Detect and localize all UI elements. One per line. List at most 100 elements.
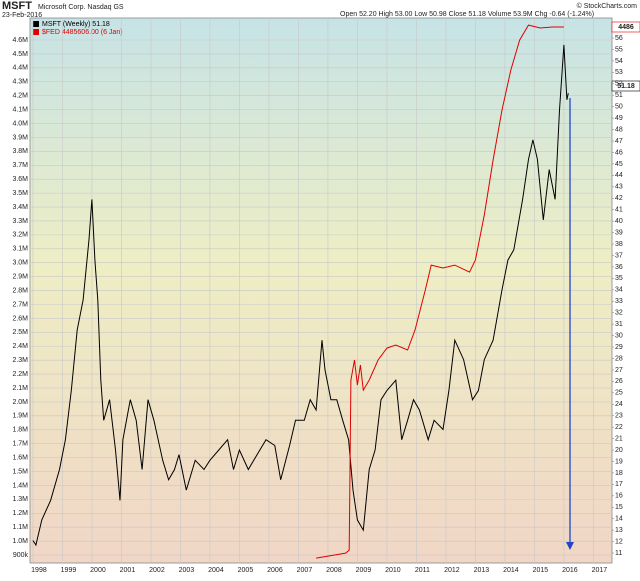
msft-last-label: 51.18 bbox=[617, 83, 635, 90]
y2-tick-label: 14 bbox=[615, 516, 623, 523]
source: © StockCharts.com bbox=[577, 2, 638, 10]
y-tick-label: 3.4M bbox=[12, 204, 28, 211]
y2-tick-label: 15 bbox=[615, 504, 623, 511]
x-tick-label: 2005 bbox=[238, 567, 254, 574]
y2-tick-label: 36 bbox=[615, 264, 623, 271]
y2-tick-label: 50 bbox=[615, 104, 623, 111]
y2-tick-label: 49 bbox=[615, 115, 623, 122]
y2-tick-label: 45 bbox=[615, 161, 623, 168]
y2-tick-label: 20 bbox=[615, 447, 623, 454]
y2-tick-label: 56 bbox=[615, 35, 623, 42]
y-tick-label: 1.4M bbox=[12, 482, 28, 489]
x-tick-label: 2012 bbox=[444, 567, 460, 574]
y-tick-label: 3.3M bbox=[12, 218, 28, 225]
x-tick-label: 2011 bbox=[415, 567, 430, 574]
y2-tick-label: 39 bbox=[615, 229, 623, 236]
y2-tick-label: 19 bbox=[615, 458, 623, 465]
plot: 900k 1.0M 1.1M 1.2M 1.3M 1.4M 1.5M 1.6M 1.7M 1.8M… bbox=[12, 18, 623, 574]
y-tick-label: 2.1M bbox=[12, 385, 28, 392]
y2-tick-label: 25 bbox=[615, 390, 623, 397]
fed-last-box bbox=[611, 21, 640, 33]
y2-tick-label: 18 bbox=[615, 470, 623, 477]
legend-swatch bbox=[33, 21, 39, 27]
y-tick-label: 1.3M bbox=[12, 496, 28, 503]
x-tick-label: 2004 bbox=[208, 567, 224, 574]
y2-tick-label: 38 bbox=[615, 241, 623, 248]
y-tick-label: 3.7M bbox=[12, 162, 28, 169]
y2-tick-label: 55 bbox=[615, 46, 623, 53]
y-tick-label: 2.3M bbox=[12, 357, 28, 364]
x-tick-label: 2013 bbox=[474, 567, 490, 574]
legend-label: MSFT (Weekly) 51.18 bbox=[42, 21, 110, 28]
fed-last-label: 4486 bbox=[618, 24, 634, 31]
y2-tick-label: 21 bbox=[615, 435, 623, 442]
y-tick-label: 1.6M bbox=[12, 454, 28, 461]
quote: Open 52.20 High 53.00 Low 50.98 Close 51… bbox=[340, 11, 594, 18]
y-tick-label: 2.7M bbox=[12, 301, 28, 308]
y2-tick-label: 37 bbox=[615, 252, 623, 259]
y-tick-label: 4.1M bbox=[12, 106, 28, 113]
y-tick-label: 3.0M bbox=[12, 260, 28, 267]
series-line bbox=[316, 24, 564, 559]
x-tick-label: 2002 bbox=[149, 567, 165, 574]
y2-tick-label: 28 bbox=[615, 355, 623, 362]
x-tick-label: 2000 bbox=[90, 567, 106, 574]
y2-tick-label: 32 bbox=[615, 310, 623, 317]
y-tick-label: 3.6M bbox=[12, 176, 28, 183]
y-tick-label: 3.5M bbox=[12, 190, 28, 197]
y-tick-label: 2.9M bbox=[12, 273, 28, 280]
y2-tick-label: 30 bbox=[615, 332, 623, 339]
y2-tick-label: 24 bbox=[615, 401, 623, 408]
y2-tick-label: 34 bbox=[615, 287, 623, 294]
y2-tick-label: 52 bbox=[615, 81, 623, 88]
x-tick-label: 2003 bbox=[179, 567, 195, 574]
y-tick-label: 1.0M bbox=[12, 538, 28, 545]
series-line bbox=[32, 44, 569, 547]
y-tick-label: 3.2M bbox=[12, 232, 28, 239]
y-tick-label: 3.1M bbox=[12, 246, 28, 253]
x-tick-label: 2009 bbox=[356, 567, 372, 574]
y2-tick-label: 29 bbox=[615, 344, 623, 351]
y-tick-label: 1.8M bbox=[12, 427, 28, 434]
y-tick-label: 3.9M bbox=[12, 134, 28, 141]
y-tick-label: 4.4M bbox=[12, 65, 28, 72]
x-tick-label: 2015 bbox=[533, 567, 549, 574]
y2-tick-label: 23 bbox=[615, 413, 623, 420]
y2-tick-label: 31 bbox=[615, 321, 623, 328]
x-tick-label: 2006 bbox=[267, 567, 283, 574]
y2-tick-label: 46 bbox=[615, 149, 623, 156]
x-tick-label: 1998 bbox=[31, 567, 47, 574]
y2-tick-label: 16 bbox=[615, 493, 623, 500]
y2-tick-label: 12 bbox=[615, 538, 623, 545]
y-tick-label: 2.0M bbox=[12, 399, 28, 406]
y2-tick-label: 33 bbox=[615, 298, 623, 305]
x-tick-label: 2014 bbox=[503, 567, 519, 574]
y2-tick-label: 53 bbox=[615, 69, 623, 76]
y-tick-label: 1.5M bbox=[12, 468, 28, 475]
y2-tick-label: 54 bbox=[615, 58, 623, 65]
x-tick-label: 1999 bbox=[61, 567, 77, 574]
y2-tick-label: 35 bbox=[615, 275, 623, 282]
y-tick-label: 4.0M bbox=[12, 120, 28, 127]
y2-tick-label: 17 bbox=[615, 481, 623, 488]
y2-tick-label: 43 bbox=[615, 184, 623, 191]
y-tick-label: 2.2M bbox=[12, 371, 28, 378]
arrow-head bbox=[566, 542, 574, 550]
y-tick-label: 4.3M bbox=[12, 79, 28, 86]
y-tick-label: 4.5M bbox=[12, 51, 28, 58]
symbol: MSFT bbox=[2, 0, 32, 12]
y2-tick-label: 48 bbox=[615, 126, 623, 133]
y2-tick-label: 27 bbox=[615, 367, 623, 374]
y2-tick-label: 51 bbox=[615, 92, 623, 99]
msft-last-box bbox=[611, 80, 640, 92]
y2-tick-label: 26 bbox=[615, 378, 623, 385]
y-tick-label: 4.2M bbox=[12, 93, 28, 100]
y-tick-label: 1.2M bbox=[12, 510, 28, 517]
y-tick-label: 2.8M bbox=[12, 287, 28, 294]
legend-label: $FED 4485606.00 (6 Jan) bbox=[42, 29, 123, 36]
x-tick-label: 2007 bbox=[297, 567, 313, 574]
y-tick-label: 900k bbox=[13, 552, 29, 559]
y2-tick-label: 47 bbox=[615, 138, 623, 145]
legend: MSFT (Weekly) 51.18$FED 4485606.00 (6 Ja… bbox=[33, 21, 123, 36]
y2-tick-label: 11 bbox=[615, 550, 622, 557]
